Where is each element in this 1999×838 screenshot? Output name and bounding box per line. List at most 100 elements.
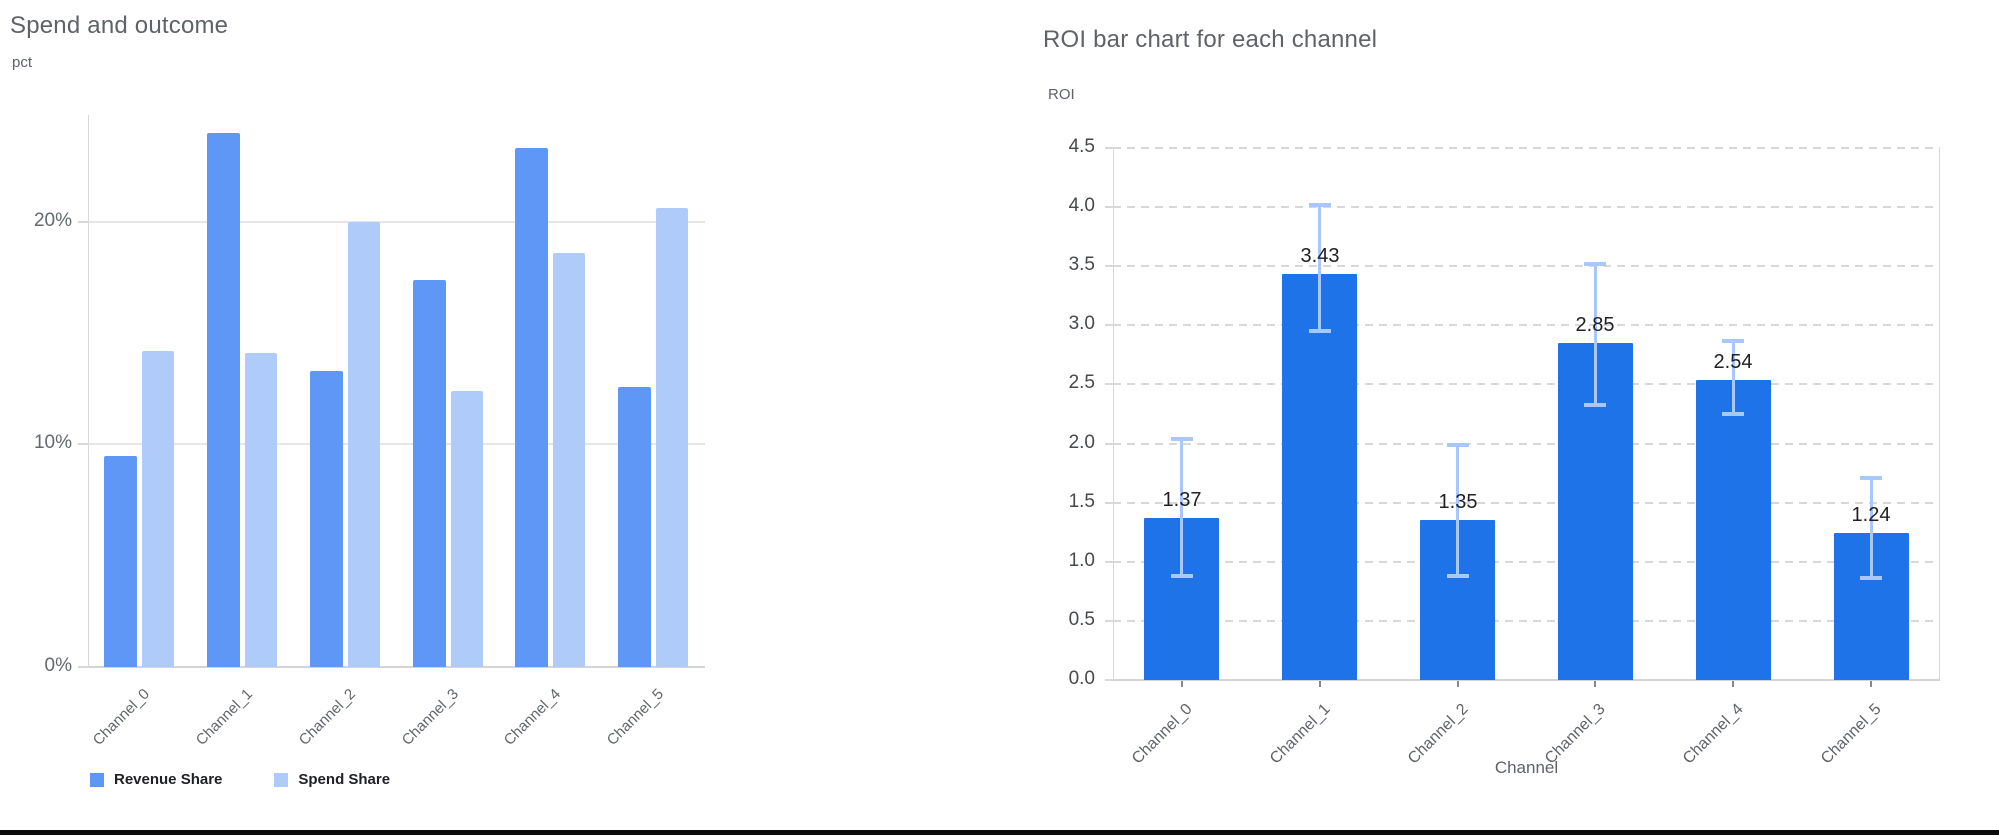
error-bar-channel_1 xyxy=(1318,205,1321,331)
gridline-0.5 xyxy=(1113,620,1940,622)
x-tick-mark-channel_3 xyxy=(1594,681,1596,687)
gridline-20% xyxy=(88,221,705,223)
spend-outcome-title: Spend and outcome xyxy=(10,12,229,39)
x-tick-label-channel_5: Channel_5 xyxy=(1817,700,1885,768)
gridline-0% xyxy=(88,666,705,668)
error-bar-channel_3 xyxy=(1594,264,1597,405)
error-cap-low-channel_5 xyxy=(1860,576,1882,580)
x-tick-label-channel_1: Channel_1 xyxy=(192,685,257,749)
y-tick-mark-3.0 xyxy=(1105,324,1113,326)
error-cap-low-channel_2 xyxy=(1447,574,1469,578)
y-tick-label-4.0: 4.0 xyxy=(1068,195,1095,216)
value-label-channel_3: 2.85 xyxy=(1575,314,1615,336)
bar-revenue-share-channel_4 xyxy=(515,148,548,667)
error-cap-low-channel_4 xyxy=(1722,412,1744,416)
bar-spend-share-channel_5 xyxy=(656,208,688,667)
spend-outcome-plot-area: 0% 10% 20% Channel_0 Channel_1 Channel_2 Chann… xyxy=(34,115,705,749)
y-tick-label-0.0: 0.0 xyxy=(1068,668,1095,689)
y-tick-mark-0% xyxy=(78,666,88,668)
error-bar-channel_4 xyxy=(1732,341,1735,414)
x-tick-label-channel_0: Channel_0 xyxy=(1128,700,1196,768)
x-tick-label-channel_4: Channel_4 xyxy=(500,685,565,749)
y-tick-mark-1.5 xyxy=(1105,502,1113,504)
roi-x-axis-title: Channel xyxy=(1494,758,1559,777)
y-tick-mark-0.5 xyxy=(1105,620,1113,622)
value-label-channel_5: 1.24 xyxy=(1851,504,1891,526)
bar-spend-share-channel_2 xyxy=(348,222,380,667)
gridline-1.0 xyxy=(1113,561,1940,563)
roi-plot-area: 0.0 0.5 1.0 1.5 2.0 2.5 3.0 3.5 4.0 4.5 1.37 Channe… xyxy=(1069,136,1940,767)
error-cap-low-channel_0 xyxy=(1171,574,1193,578)
y-tick-label-1.5: 1.5 xyxy=(1068,491,1095,512)
error-bar-channel_0 xyxy=(1180,439,1183,576)
value-label-channel_4: 2.54 xyxy=(1713,351,1753,373)
y-tick-label-20%: 20% xyxy=(33,210,72,231)
y-tick-label-3.0: 3.0 xyxy=(1068,313,1095,334)
x-tick-mark-channel_0 xyxy=(1181,681,1183,687)
y-tick-label-0.5: 0.5 xyxy=(1068,609,1095,630)
error-bar-channel_2 xyxy=(1456,445,1459,576)
error-cap-low-channel_1 xyxy=(1309,329,1331,333)
bar-roi-channel_4 xyxy=(1696,380,1771,680)
y-axis-line xyxy=(88,115,89,667)
x-tick-mark-channel_2 xyxy=(1457,681,1459,687)
gridline-1.5 xyxy=(1113,502,1940,504)
y-tick-mark-4.0 xyxy=(1105,206,1113,208)
y-tick-label-10%: 10% xyxy=(33,432,72,453)
gridline-3.0 xyxy=(1113,324,1940,326)
error-cap-high-channel_4 xyxy=(1722,339,1744,343)
x-tick-label-channel_2: Channel_2 xyxy=(1404,700,1472,768)
error-bar-channel_5 xyxy=(1870,478,1873,578)
x-tick-mark-channel_5 xyxy=(1870,681,1872,687)
bar-spend-share-channel_4 xyxy=(553,253,585,667)
roi-chart-title: ROI bar chart for each channel xyxy=(1043,26,1378,53)
error-cap-high-channel_1 xyxy=(1309,203,1331,207)
x-tick-label-channel_5: Channel_5 xyxy=(603,685,668,749)
error-cap-high-channel_2 xyxy=(1447,443,1469,447)
y-tick-label-2.0: 2.0 xyxy=(1068,432,1095,453)
bar-spend-share-channel_0 xyxy=(142,351,174,667)
x-axis-line xyxy=(1113,679,1940,681)
bar-spend-share-channel_3 xyxy=(451,391,483,667)
spend-share-label: Spend Share xyxy=(298,771,391,788)
spend-outcome-legend: Revenue Share Spend Share xyxy=(90,771,390,788)
y-tick-mark-2.0 xyxy=(1105,443,1113,445)
gridline-2.5 xyxy=(1113,383,1940,385)
y-tick-mark-0.0 xyxy=(1105,679,1113,681)
x-tick-label-channel_3: Channel_3 xyxy=(398,685,463,749)
x-tick-label-channel_2: Channel_2 xyxy=(295,685,360,749)
spend-share-swatch xyxy=(274,772,289,787)
gridline-4.5 xyxy=(1113,147,1940,149)
spend-outcome-y-unit-label: pct xyxy=(12,54,33,71)
y-tick-mark-4.5 xyxy=(1105,147,1113,149)
x-tick-label-channel_3: Channel_3 xyxy=(1541,700,1609,768)
gridline-3.5 xyxy=(1113,265,1940,267)
bar-revenue-share-channel_0 xyxy=(104,456,137,667)
y-tick-mark-20% xyxy=(78,221,88,223)
x-tick-label-channel_0: Channel_0 xyxy=(89,685,154,749)
x-tick-mark-channel_1 xyxy=(1319,681,1321,687)
y-tick-label-4.5: 4.5 xyxy=(1068,136,1095,157)
y-tick-mark-1.0 xyxy=(1105,561,1113,563)
error-cap-low-channel_3 xyxy=(1584,403,1606,407)
revenue-share-swatch xyxy=(90,772,104,787)
y-axis-line xyxy=(1113,148,1114,680)
gridline-4.0 xyxy=(1113,206,1940,208)
error-cap-high-channel_5 xyxy=(1860,476,1882,480)
y-tick-mark-3.5 xyxy=(1105,265,1113,267)
error-cap-high-channel_3 xyxy=(1584,262,1606,266)
bar-roi-channel_1 xyxy=(1282,274,1357,680)
gridline-2.0 xyxy=(1113,443,1940,445)
y-tick-label-3.5: 3.5 xyxy=(1068,254,1095,275)
y-tick-label-1.0: 1.0 xyxy=(1068,550,1095,571)
x-tick-label-channel_1: Channel_1 xyxy=(1266,700,1334,768)
roi-y-axis-label: ROI xyxy=(1048,86,1075,103)
gridline-10% xyxy=(88,443,705,445)
y-tick-mark-2.5 xyxy=(1105,383,1113,385)
bar-revenue-share-channel_3 xyxy=(413,280,446,667)
plot-right-border xyxy=(1939,148,1940,680)
bottom-border-line xyxy=(0,830,1999,835)
value-label-channel_0: 1.37 xyxy=(1162,489,1202,511)
revenue-share-label: Revenue Share xyxy=(114,771,223,788)
